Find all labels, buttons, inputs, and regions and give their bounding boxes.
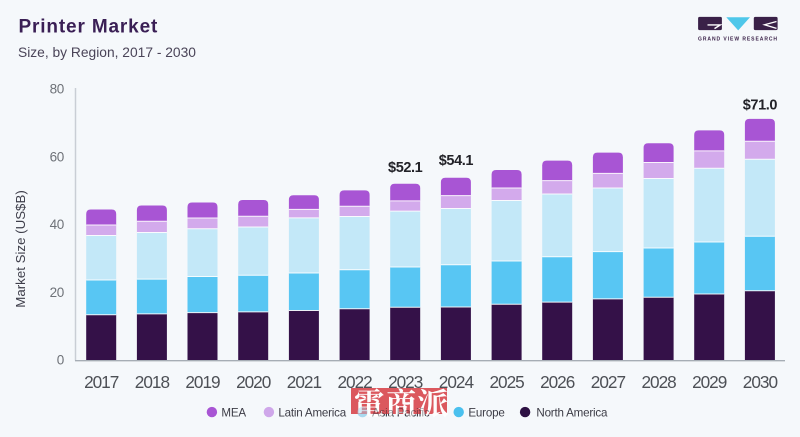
svg-text:Printer Market: Printer Market [19,17,159,38]
svg-text:2024: 2024 [439,372,475,392]
svg-text:80: 80 [50,82,64,97]
svg-text:2027: 2027 [591,372,626,392]
svg-text:Size, by Region, 2017 - 2030: Size, by Region, 2017 - 2030 [18,45,196,60]
svg-text:2022: 2022 [337,372,372,392]
svg-text:MEA: MEA [221,407,246,420]
svg-text:Europe: Europe [468,407,504,420]
svg-text:20: 20 [50,285,64,300]
svg-text:2026: 2026 [540,372,575,392]
svg-text:2028: 2028 [641,372,676,392]
svg-text:0: 0 [57,353,64,368]
svg-text:Asia Pacific: Asia Pacific [372,407,430,420]
svg-text:2018: 2018 [135,372,170,392]
svg-text:2021: 2021 [287,372,322,392]
svg-text:2023: 2023 [388,372,423,392]
svg-text:2019: 2019 [185,372,220,392]
svg-text:North America: North America [536,407,608,420]
svg-text:Market Size (US$B): Market Size (US$B) [13,190,28,307]
svg-text:60: 60 [50,149,64,164]
svg-text:GRAND VIEW RESEARCH: GRAND VIEW RESEARCH [698,37,778,43]
svg-text:$71.0: $71.0 [743,97,778,113]
svg-text:2017: 2017 [84,372,119,392]
svg-text:2030: 2030 [743,372,778,392]
svg-text:2029: 2029 [692,372,727,392]
svg-text:2025: 2025 [489,372,524,392]
svg-text:2020: 2020 [236,372,271,392]
svg-text:$54.1: $54.1 [439,153,474,169]
svg-text:$52.1: $52.1 [388,160,423,176]
svg-text:Latin America: Latin America [278,407,346,420]
svg-text:40: 40 [50,217,64,232]
